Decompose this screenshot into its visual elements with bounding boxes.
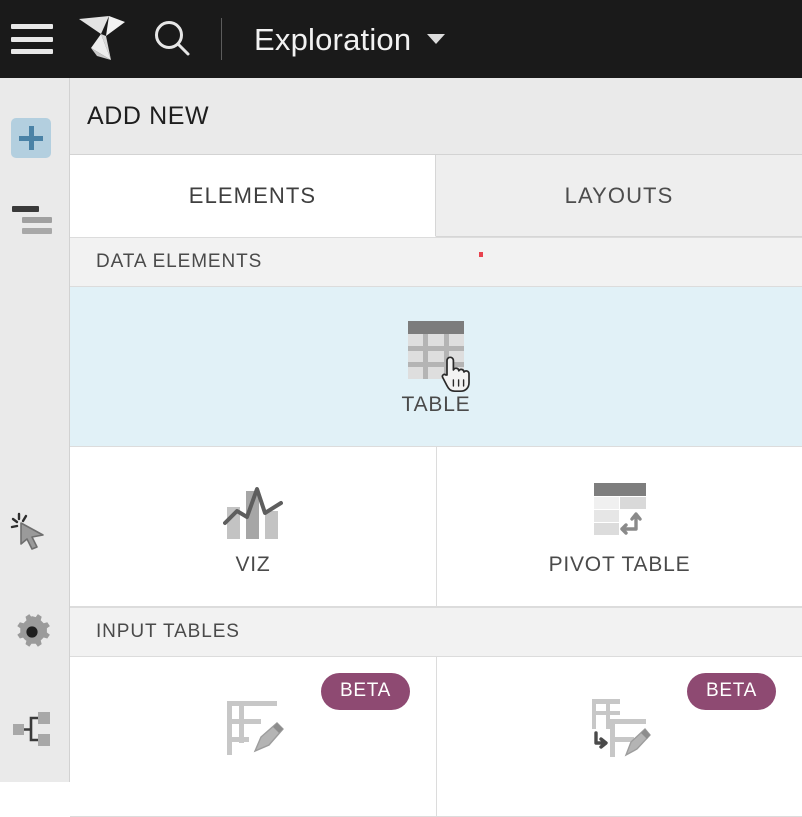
tree-hierarchy-icon[interactable]: [10, 706, 54, 750]
hamburger-line: [11, 24, 53, 29]
add-new-panel: ADD NEW ELEMENTS LAYOUTS DATA ELEMENTS: [70, 78, 802, 817]
card-label: VIZ: [235, 552, 271, 576]
card-label: TABLE: [401, 392, 471, 416]
section-title: DATA ELEMENTS: [96, 251, 263, 272]
card-label: PIVOT TABLE: [548, 552, 691, 576]
table-icon: [408, 317, 464, 379]
card-row: BETA BETA: [70, 657, 802, 817]
hamburger-line: [11, 36, 53, 42]
section-title: INPUT TABLES: [96, 621, 240, 642]
tab-layouts[interactable]: LAYOUTS: [436, 155, 802, 237]
left-sidebar: [0, 78, 70, 782]
notification-dot: [479, 252, 483, 257]
card-input-table[interactable]: BETA: [70, 657, 436, 817]
list-line: [12, 206, 39, 212]
status-badge: BETA: [686, 673, 776, 710]
hamburger-line: [11, 49, 53, 54]
cursor-click-icon[interactable]: [10, 510, 54, 554]
section-header-input-tables: INPUT TABLES: [70, 607, 802, 657]
search-icon[interactable]: [149, 16, 195, 62]
tab-elements[interactable]: ELEMENTS: [70, 155, 436, 237]
toolbar-divider: [221, 18, 222, 60]
card-pivot-table[interactable]: PIVOT TABLE: [436, 447, 802, 607]
sidebar-item-add-new[interactable]: [11, 118, 51, 158]
gear-icon[interactable]: [10, 610, 54, 654]
app-title-dropdown[interactable]: Exploration: [222, 21, 446, 57]
bar-line-chart-icon: [223, 477, 283, 539]
transform-input-table-icon: [588, 698, 652, 759]
hamburger-menu-icon[interactable]: [11, 24, 53, 54]
top-bar: Exploration: [0, 0, 802, 78]
card-viz[interactable]: VIZ: [70, 447, 436, 607]
tab-bar: ELEMENTS LAYOUTS: [70, 155, 802, 237]
section-header-data-elements: DATA ELEMENTS: [70, 237, 802, 287]
status-badge: BETA: [320, 673, 410, 710]
list-line: [22, 217, 52, 223]
page-title: ADD NEW: [87, 101, 210, 130]
panel-header: ADD NEW: [70, 78, 802, 155]
card-row: VIZ PIVOT TABLE: [70, 447, 802, 607]
list-outline-icon[interactable]: [12, 206, 52, 234]
card-table[interactable]: TABLE: [70, 287, 802, 447]
list-line: [22, 228, 52, 234]
card-transform-input-table[interactable]: BETA: [436, 657, 802, 817]
input-table-edit-icon: [221, 700, 285, 759]
pivot-table-icon: [591, 477, 649, 539]
app-title: Exploration: [254, 21, 412, 57]
origami-bird-logo[interactable]: [75, 12, 127, 66]
chevron-down-icon[interactable]: [427, 34, 446, 44]
card-row: TABLE: [70, 287, 802, 447]
